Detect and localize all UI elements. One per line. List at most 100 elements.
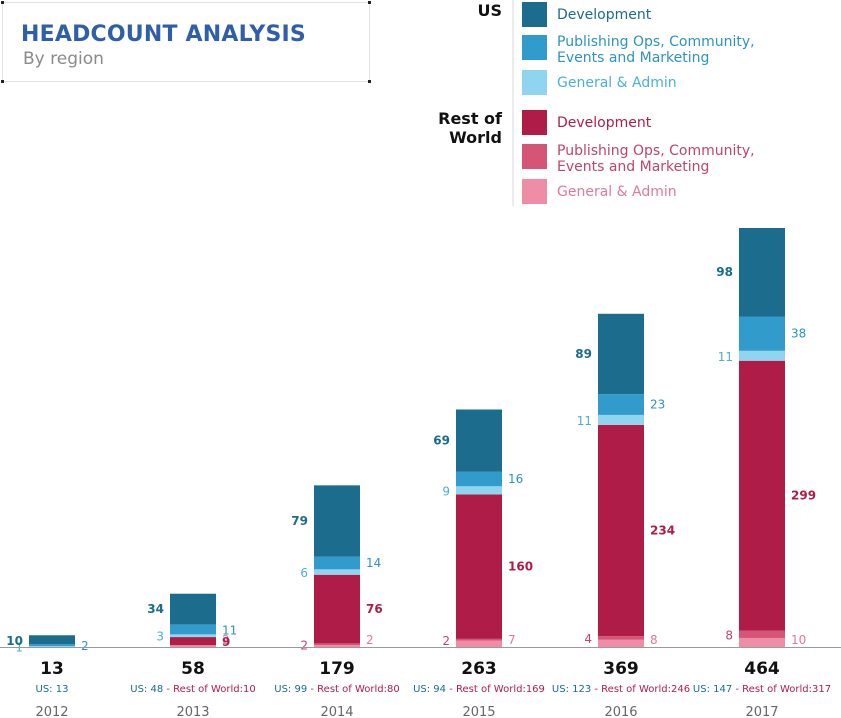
title-box-corner xyxy=(1,1,4,4)
legend-item-label: Publishing Ops, Community, xyxy=(557,143,755,159)
bar-segment xyxy=(598,313,644,395)
legend-group-label: US xyxy=(477,1,502,20)
bar-value-label: 2 xyxy=(222,633,230,647)
legend-swatch xyxy=(522,70,547,95)
bar-value-label: 8 xyxy=(650,633,658,647)
total-label: 58 xyxy=(181,659,205,679)
bar-segment xyxy=(739,350,785,361)
bar-segment xyxy=(456,409,502,472)
bar-value-label: 34 xyxy=(147,602,164,616)
bar-segment xyxy=(739,360,785,631)
legend-item-label: Publishing Ops, Community, xyxy=(557,34,755,50)
legend-swatch xyxy=(522,179,547,204)
bar-value-label: 2 xyxy=(81,639,89,653)
bar-segment xyxy=(29,635,75,645)
total-label: 464 xyxy=(744,659,780,679)
bar-value-label: 11 xyxy=(222,623,237,637)
bar-value-label: 98 xyxy=(716,265,733,279)
legend-item-label: Events and Marketing xyxy=(557,50,709,66)
bar-value-label: 2 xyxy=(366,633,374,647)
legend-group-label: World xyxy=(449,128,502,147)
bar-value-label: 89 xyxy=(575,347,592,361)
bar-segment xyxy=(739,228,785,317)
subtotal-label: US: 123 - Rest of World:246 xyxy=(552,684,690,695)
legend-item-label: Development xyxy=(557,7,652,23)
bar-segment xyxy=(598,394,644,415)
bar-value-label: 23 xyxy=(650,398,665,412)
bar-segment xyxy=(170,637,216,646)
x-tick-label: 2016 xyxy=(604,705,637,718)
legend-item-label: General & Admin xyxy=(557,75,677,91)
x-tick-label: 2014 xyxy=(320,705,353,718)
subtotal-label: US: 99 - Rest of World:80 xyxy=(274,684,399,695)
legend-item-label: Events and Marketing xyxy=(557,159,709,175)
bar-value-label: 9 xyxy=(442,484,450,498)
bar-value-label: 14 xyxy=(366,556,381,570)
total-label: 263 xyxy=(461,659,497,679)
bar-segment xyxy=(598,424,644,637)
bar-segment xyxy=(29,644,75,647)
bar-value-label: 10 xyxy=(791,633,806,647)
bar-segment xyxy=(170,593,216,625)
subtotal-label: US: 13 xyxy=(36,684,69,695)
bar-segment xyxy=(456,640,502,647)
bar-value-label: 7 xyxy=(508,633,516,647)
legend-swatch xyxy=(522,2,547,27)
bar-value-label: 8 xyxy=(725,628,733,642)
bar-segment xyxy=(170,634,216,638)
legend-item-label: Development xyxy=(557,115,652,131)
bar-value-label: 10 xyxy=(6,634,23,648)
chart-subtitle: By region xyxy=(23,49,104,69)
legend-item-label: General & Admin xyxy=(557,184,677,200)
x-tick-label: 2012 xyxy=(35,705,68,718)
bar-segment xyxy=(598,414,644,425)
x-tick-label: 2013 xyxy=(176,705,209,718)
total-label: 13 xyxy=(40,659,64,679)
bar-value-label: 9 xyxy=(222,635,230,649)
bar-value-label: 299 xyxy=(791,489,816,503)
bar-segment xyxy=(456,638,502,641)
title-box: HEADCOUNT ANALYSIS By region xyxy=(1,1,371,83)
x-tick-label: 2017 xyxy=(745,705,778,718)
bar-segment xyxy=(170,645,216,647)
chart-title: HEADCOUNT ANALYSIS xyxy=(21,22,306,47)
legend-group-label: Rest of xyxy=(438,109,503,128)
title-box-corner xyxy=(1,80,4,83)
bar-value-label: 16 xyxy=(508,472,523,486)
total-label: 369 xyxy=(603,659,639,679)
bar-segment xyxy=(598,636,644,640)
bar-segment xyxy=(29,646,75,647)
bar-value-label: 69 xyxy=(433,434,450,448)
bar-value-label: 4 xyxy=(584,632,592,646)
bar-value-label: 234 xyxy=(650,524,675,538)
bar-segment xyxy=(598,639,644,647)
bar-segment xyxy=(170,624,216,635)
legend-swatch xyxy=(522,110,547,135)
legend-swatch xyxy=(522,35,547,60)
title-box-corner xyxy=(368,1,371,4)
x-tick-label: 2015 xyxy=(462,705,495,718)
bar-segment xyxy=(456,494,502,639)
bar-segment xyxy=(739,316,785,351)
bar-segment xyxy=(314,485,360,557)
bar-value-label: 38 xyxy=(791,327,806,341)
bar-segment xyxy=(456,471,502,487)
bar-segment xyxy=(314,643,360,646)
bar-value-label: 11 xyxy=(577,414,592,428)
legend-swatch xyxy=(522,144,547,169)
bar-value-label: 2 xyxy=(300,638,308,652)
bar-value-label: 76 xyxy=(366,602,383,616)
bar-segment xyxy=(314,645,360,647)
bar-value-label: 6 xyxy=(300,566,308,580)
bar-value-label: 11 xyxy=(718,350,733,364)
bar-segment xyxy=(739,630,785,638)
bar-segment xyxy=(314,556,360,570)
bar-value-label: 160 xyxy=(508,560,533,574)
bar-value-label: 79 xyxy=(291,514,308,528)
bar-segment xyxy=(456,486,502,495)
subtotal-label: US: 147 - Rest of World:317 xyxy=(693,684,831,695)
bar-segment xyxy=(314,569,360,575)
bar-value-label: 2 xyxy=(442,634,450,648)
subtotal-label: US: 94 - Rest of World:169 xyxy=(413,684,545,695)
